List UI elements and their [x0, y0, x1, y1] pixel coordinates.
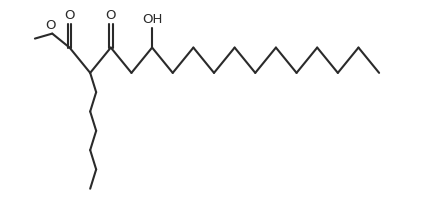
- Text: O: O: [46, 19, 56, 32]
- Text: OH: OH: [142, 13, 162, 26]
- Text: O: O: [105, 9, 116, 22]
- Text: O: O: [64, 9, 75, 22]
